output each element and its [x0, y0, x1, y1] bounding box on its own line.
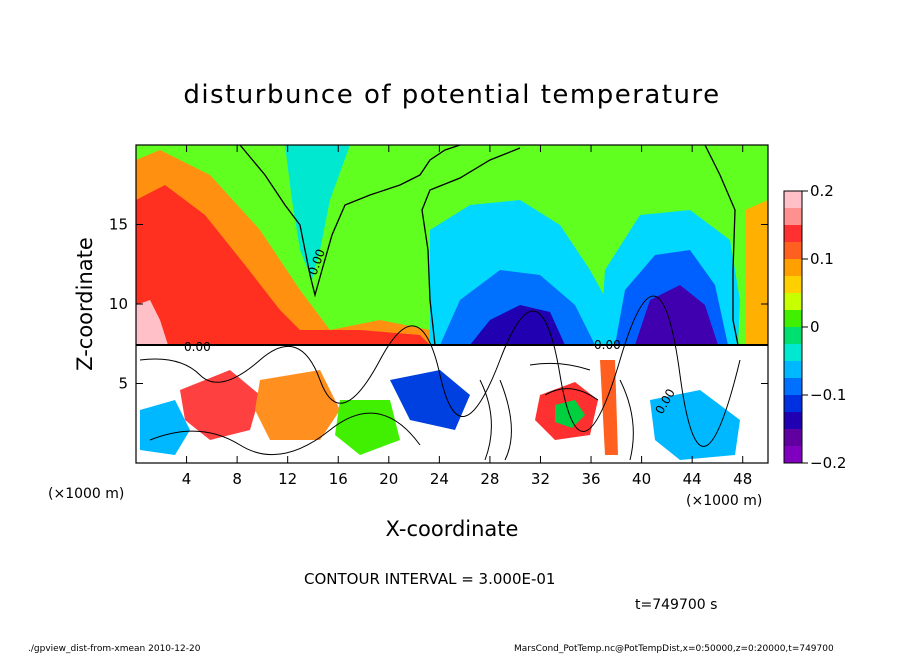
- chart-title: disturbunce of potential temperature: [183, 80, 720, 110]
- boundary-warm-strip-right: [600, 360, 618, 455]
- footer-left: ./gpview_dist-from-xmean 2010-12-20: [28, 644, 201, 654]
- colorbar-tick-label: 0.1: [810, 250, 834, 268]
- boundary-warm-patch-1: [180, 370, 260, 440]
- contour-label-center: 0.00: [594, 338, 621, 352]
- boundary-cold-plume-right: [650, 390, 740, 460]
- colorbar-swatch: [784, 191, 802, 209]
- boundary-cold-patch-2: [390, 370, 470, 430]
- contour-label-left: 0.00: [184, 340, 211, 354]
- boundary-warm-core-32-inner: [555, 400, 585, 428]
- x-tick-label: 20: [379, 470, 398, 488]
- x-axis-ticks: 4 8 12 16 20 24 28 32 36 40 44 48: [182, 145, 752, 488]
- boundary-cold-patch-1: [140, 400, 190, 455]
- y-tick-label: 15: [109, 216, 128, 234]
- z-unit-label: (×1000 m): [48, 486, 124, 502]
- x-tick-label: 44: [683, 470, 702, 488]
- colorbar-swatch: [784, 446, 802, 464]
- colorbar-tick-label: −0.2: [810, 454, 846, 472]
- colorbar-ticks: 0.2 0.1 0 −0.1 −0.2: [802, 182, 846, 472]
- x-tick-label: 4: [182, 470, 192, 488]
- zero-contour-center: [421, 147, 521, 346]
- boundary-contours: [139, 295, 741, 461]
- boundary-green-patch: [335, 400, 400, 455]
- colorbar-tick-label: −0.1: [810, 386, 846, 404]
- cold-region-upper-left: [285, 145, 350, 280]
- y-tick-label: 10: [109, 295, 128, 313]
- x-unit-label: (×1000 m): [686, 493, 762, 509]
- colorbar-swatch: [784, 327, 802, 345]
- zero-contour-left: [239, 145, 461, 298]
- x-tick-label: 32: [531, 470, 550, 488]
- colorbar-swatch: [784, 412, 802, 430]
- x-axis-label: X-coordinate: [386, 517, 519, 541]
- colorbar-swatch: [784, 276, 802, 294]
- y-axis-label: Z-coordinate: [73, 237, 97, 371]
- colorbar-swatch: [784, 242, 802, 260]
- colorbar-tick-label: 0: [810, 318, 820, 336]
- colorbar-swatch: [784, 259, 802, 277]
- footer-right: MarsCond_PotTemp.nc@PotTempDist,x=0:5000…: [514, 644, 834, 654]
- peak-region-left: [136, 300, 168, 345]
- colorbar-swatch: [784, 378, 802, 396]
- hot-region-left: [136, 185, 430, 345]
- cold-region-right-core: [635, 285, 718, 345]
- x-tick-label: 28: [480, 470, 499, 488]
- contour-interval: CONTOUR INTERVAL = 3.000E-01: [304, 570, 555, 588]
- boundary-warm-patch-2: [255, 370, 340, 440]
- colorbar-swatch: [784, 361, 802, 379]
- y-tick-label: 5: [118, 375, 128, 393]
- colorbar-swatch: [784, 429, 802, 447]
- x-tick-label: 16: [329, 470, 348, 488]
- potential-temperature-field: 0.00 0.00 0.00 0.00: [136, 145, 768, 463]
- time-label: t=749700 s: [635, 597, 717, 613]
- colorbar: [784, 191, 802, 464]
- x-tick-label: 48: [733, 470, 752, 488]
- colorbar-swatch: [784, 208, 802, 226]
- warm-region-far-right: [745, 200, 768, 345]
- x-tick-label: 12: [278, 470, 297, 488]
- x-tick-label: 40: [632, 470, 651, 488]
- colorbar-tick-label: 0.2: [810, 182, 834, 200]
- colorbar-swatch: [784, 225, 802, 243]
- colorbar-swatch: [784, 344, 802, 362]
- colorbar-swatch: [784, 395, 802, 413]
- x-tick-label: 24: [430, 470, 449, 488]
- x-tick-label: 36: [581, 470, 600, 488]
- zero-contour-right: [704, 145, 739, 346]
- colorbar-swatch: [784, 310, 802, 328]
- x-tick-label: 8: [232, 470, 242, 488]
- y-axis-ticks: 5 10 15: [109, 216, 768, 393]
- colorbar-swatch: [784, 293, 802, 311]
